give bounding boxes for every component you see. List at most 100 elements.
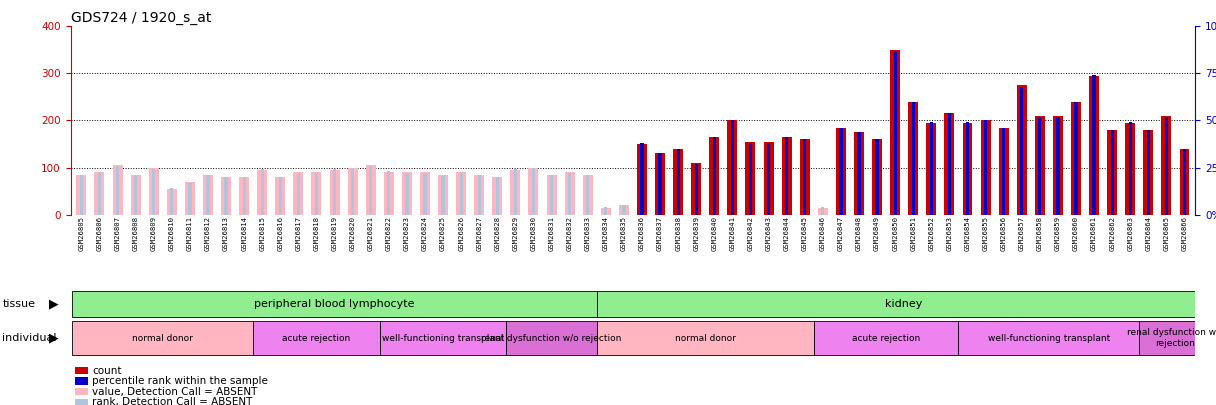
Bar bbox=[890, 50, 900, 215]
Bar bbox=[95, 172, 105, 215]
Text: GSM26825: GSM26825 bbox=[440, 216, 446, 251]
Bar bbox=[709, 137, 720, 215]
Text: GSM26841: GSM26841 bbox=[730, 216, 736, 251]
Text: GSM26863: GSM26863 bbox=[1127, 216, 1133, 251]
Bar bbox=[420, 172, 430, 215]
Text: GSM26846: GSM26846 bbox=[820, 216, 826, 251]
Bar bbox=[1143, 130, 1153, 215]
Bar bbox=[894, 51, 896, 215]
Text: individual: individual bbox=[2, 333, 57, 343]
Bar bbox=[478, 175, 480, 215]
Text: GSM26814: GSM26814 bbox=[241, 216, 247, 251]
Bar bbox=[998, 128, 1008, 215]
Text: GSM26820: GSM26820 bbox=[350, 216, 355, 251]
Bar bbox=[366, 165, 376, 215]
Bar bbox=[441, 175, 445, 215]
Bar bbox=[315, 173, 319, 215]
Bar bbox=[506, 321, 597, 355]
Bar bbox=[330, 170, 339, 215]
Bar bbox=[1147, 130, 1150, 215]
Bar bbox=[876, 139, 879, 215]
Bar bbox=[764, 142, 773, 215]
Bar bbox=[786, 137, 788, 215]
Text: GSM26817: GSM26817 bbox=[295, 216, 302, 251]
Text: renal dysfunction w/o
rejection: renal dysfunction w/o rejection bbox=[1126, 328, 1216, 348]
Bar bbox=[130, 175, 141, 215]
Text: GSM26857: GSM26857 bbox=[1019, 216, 1025, 251]
Bar bbox=[1057, 117, 1059, 215]
Bar bbox=[1180, 149, 1189, 215]
Bar bbox=[72, 321, 253, 355]
Bar bbox=[351, 168, 354, 215]
Text: GSM26847: GSM26847 bbox=[838, 216, 844, 251]
Text: GSM26860: GSM26860 bbox=[1073, 216, 1079, 251]
Text: value, Detection Call = ABSENT: value, Detection Call = ABSENT bbox=[92, 387, 258, 396]
Bar bbox=[749, 143, 753, 215]
Text: GSM26850: GSM26850 bbox=[893, 216, 899, 251]
Text: GSM26848: GSM26848 bbox=[856, 216, 862, 251]
Bar bbox=[604, 207, 608, 215]
Bar bbox=[134, 175, 137, 215]
Text: GSM26862: GSM26862 bbox=[1109, 216, 1115, 251]
Bar bbox=[597, 291, 1211, 317]
Bar bbox=[597, 321, 814, 355]
Bar bbox=[77, 175, 86, 215]
Text: GSM26844: GSM26844 bbox=[783, 216, 789, 251]
Bar bbox=[474, 175, 484, 215]
Bar bbox=[167, 189, 176, 215]
Bar bbox=[97, 173, 101, 215]
Bar bbox=[188, 183, 191, 215]
Bar bbox=[492, 177, 502, 215]
Bar bbox=[240, 177, 249, 215]
Text: acute rejection: acute rejection bbox=[282, 334, 350, 343]
Text: normal donor: normal donor bbox=[675, 334, 736, 343]
Bar bbox=[546, 175, 557, 215]
Text: GSM26865: GSM26865 bbox=[1164, 216, 1170, 251]
Text: GSM26834: GSM26834 bbox=[603, 216, 609, 251]
Text: GSM26840: GSM26840 bbox=[711, 216, 717, 251]
Text: GSM26810: GSM26810 bbox=[169, 216, 175, 251]
Bar bbox=[113, 165, 123, 215]
Bar bbox=[966, 122, 969, 215]
Text: GSM26854: GSM26854 bbox=[964, 216, 970, 251]
Bar bbox=[423, 173, 427, 215]
Bar bbox=[1002, 128, 1006, 215]
Text: ▶: ▶ bbox=[49, 298, 58, 311]
Text: GSM26832: GSM26832 bbox=[567, 216, 573, 251]
Bar bbox=[637, 144, 647, 215]
Bar bbox=[379, 321, 506, 355]
Bar bbox=[1038, 117, 1041, 215]
Text: acute rejection: acute rejection bbox=[852, 334, 921, 343]
Bar bbox=[152, 169, 156, 215]
Text: GSM26845: GSM26845 bbox=[801, 216, 807, 251]
Text: GSM26837: GSM26837 bbox=[657, 216, 663, 251]
Text: GSM26822: GSM26822 bbox=[385, 216, 392, 251]
Bar bbox=[963, 123, 973, 215]
Bar bbox=[297, 173, 300, 215]
Bar bbox=[857, 132, 861, 215]
Bar bbox=[1071, 102, 1081, 215]
Bar bbox=[258, 170, 268, 215]
Text: GSM26838: GSM26838 bbox=[675, 216, 681, 251]
Bar bbox=[1139, 321, 1211, 355]
Text: well-functioning transplant: well-functioning transplant bbox=[987, 334, 1110, 343]
Bar bbox=[72, 291, 597, 317]
Bar bbox=[207, 175, 209, 215]
Bar bbox=[947, 113, 951, 215]
Text: renal dysfunction w/o rejection: renal dysfunction w/o rejection bbox=[482, 334, 621, 343]
Bar bbox=[1090, 76, 1099, 215]
Bar bbox=[438, 175, 447, 215]
Bar bbox=[912, 102, 914, 215]
Text: GSM26842: GSM26842 bbox=[748, 216, 754, 251]
Bar bbox=[818, 208, 828, 215]
Bar bbox=[641, 143, 643, 215]
Bar bbox=[387, 171, 390, 215]
Text: GSM26859: GSM26859 bbox=[1055, 216, 1060, 251]
Bar bbox=[496, 177, 499, 215]
Bar bbox=[1183, 149, 1186, 215]
Bar bbox=[930, 122, 933, 215]
Bar bbox=[221, 177, 231, 215]
Bar bbox=[511, 170, 520, 215]
Text: GSM26806: GSM26806 bbox=[96, 216, 102, 251]
Bar bbox=[1075, 102, 1077, 215]
